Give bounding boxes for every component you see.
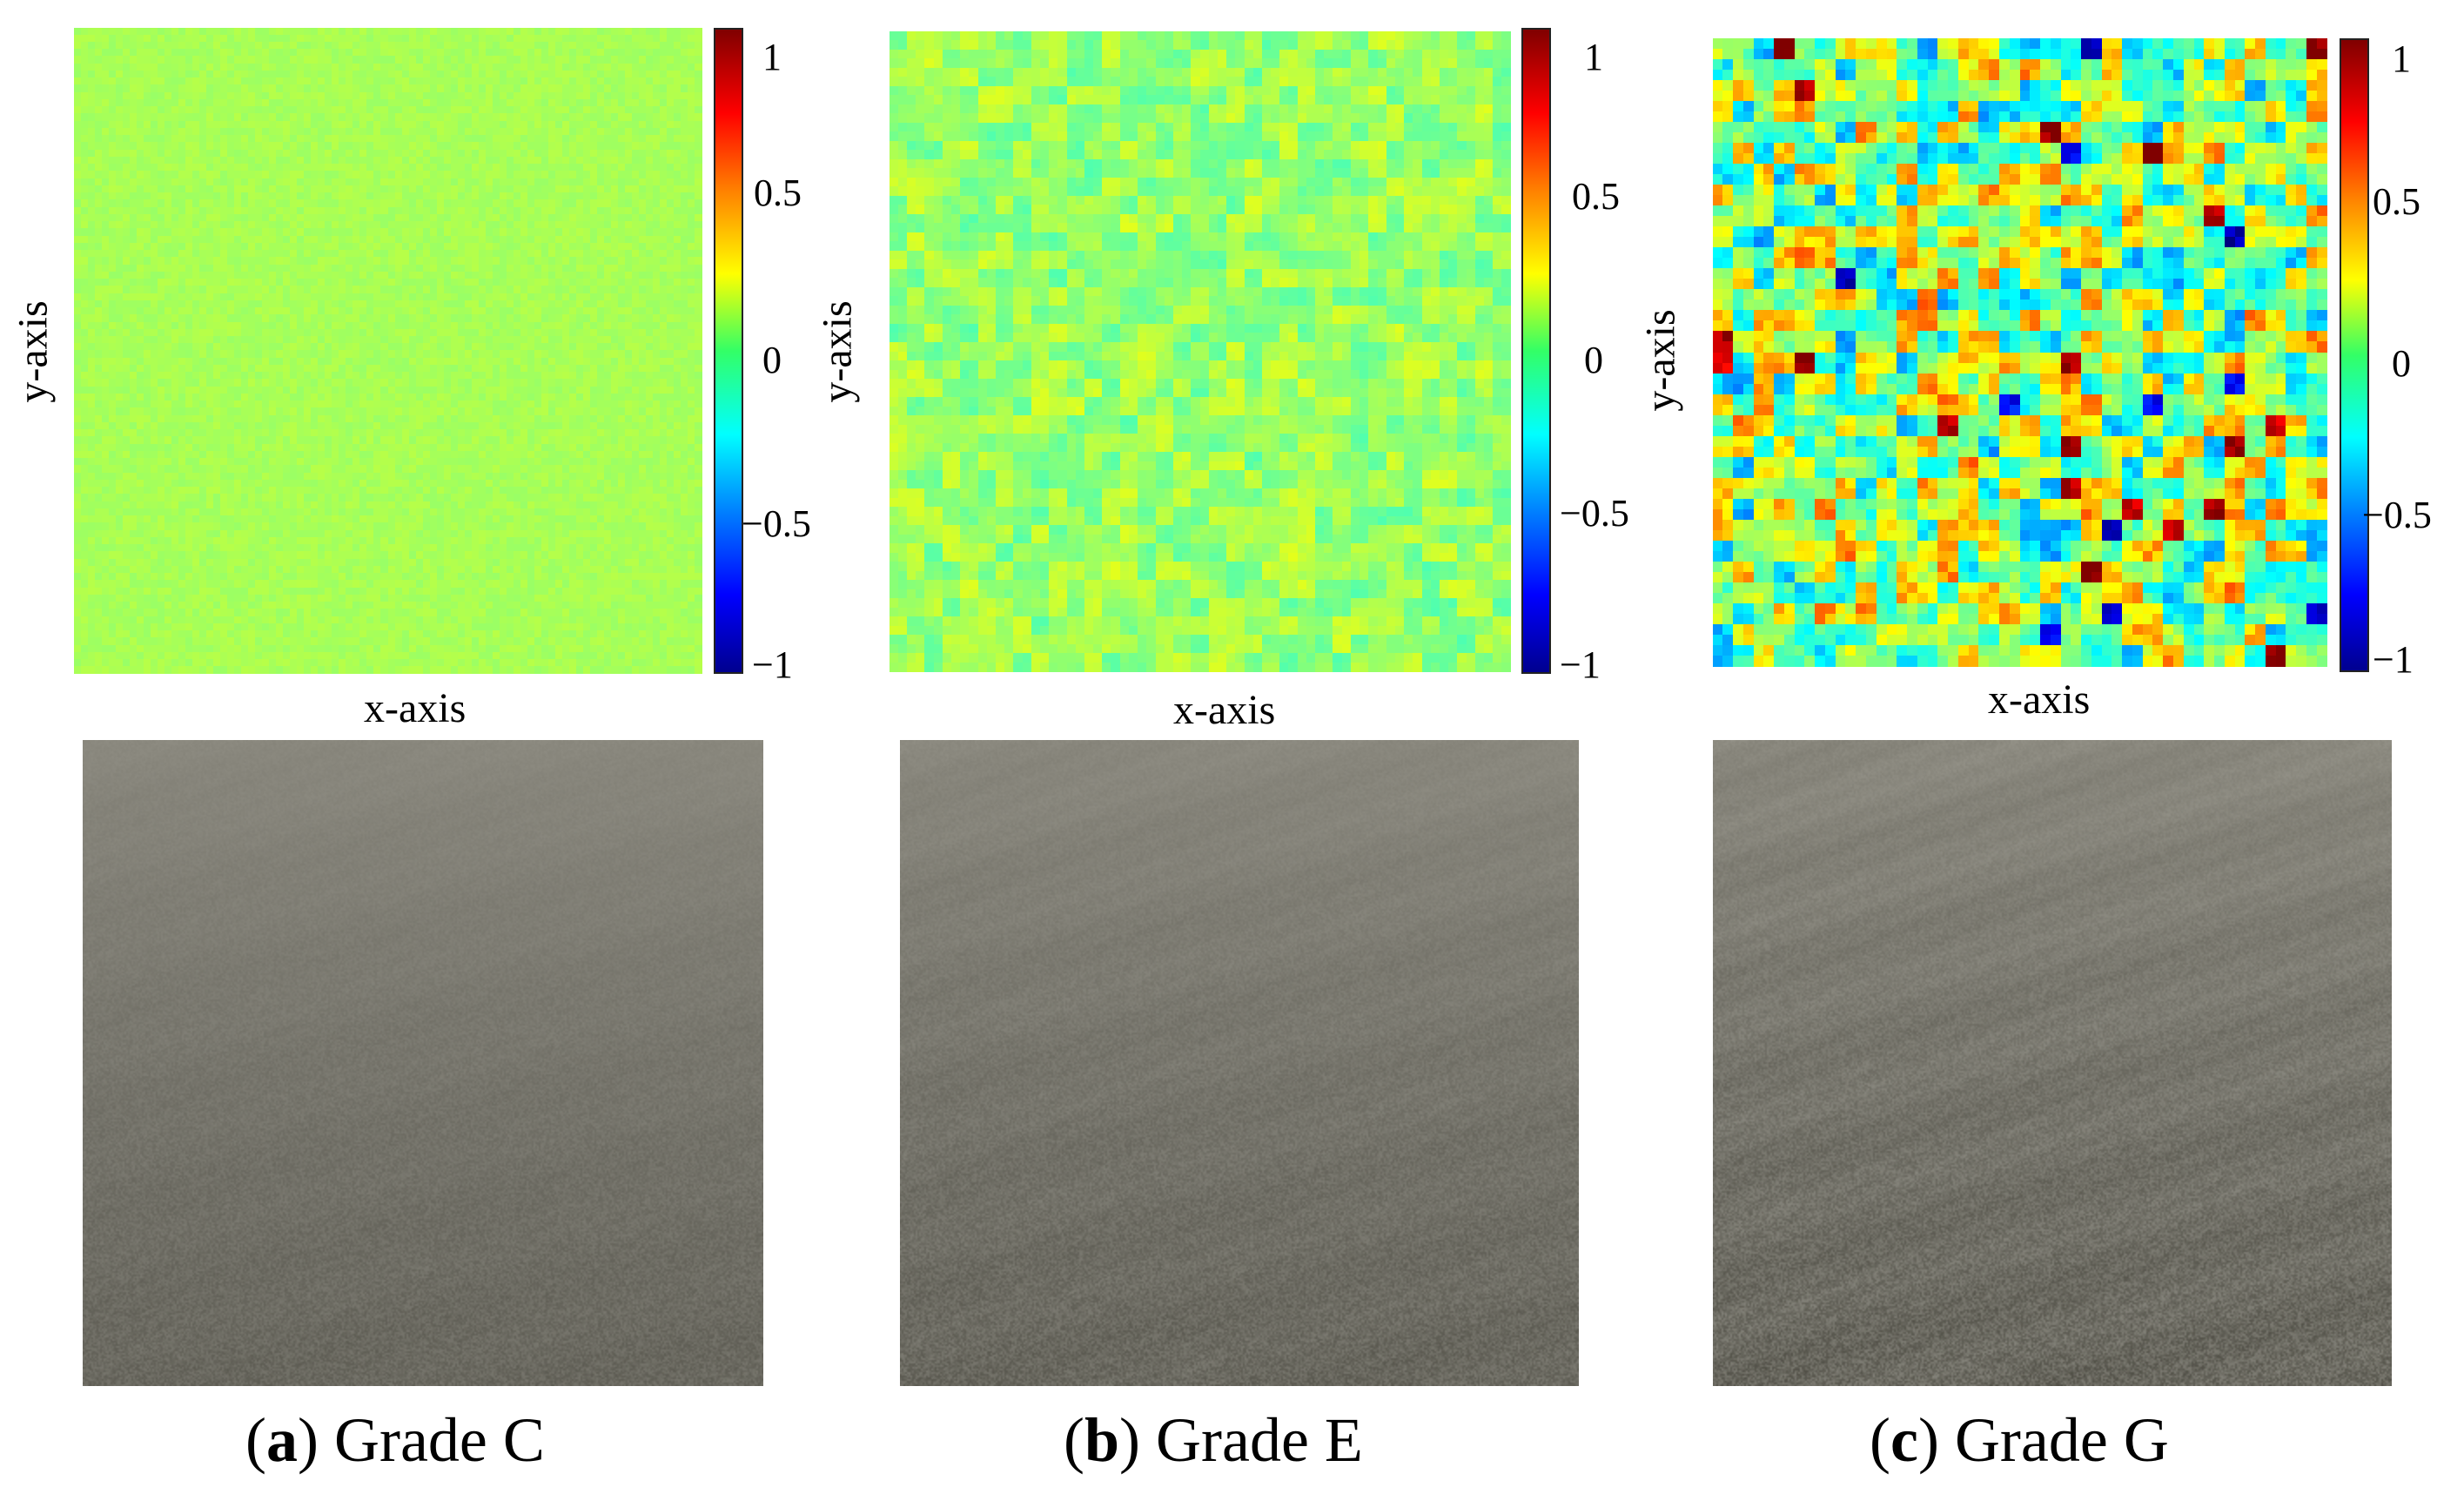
y-axis-label-b: y-axis (814, 300, 861, 403)
y-axis-label-c: y-axis (1637, 309, 1684, 412)
x-axis-label-a: x-axis (364, 685, 467, 731)
road-photo-b-canvas (900, 740, 1579, 1386)
road-photo-c-canvas (1713, 740, 2392, 1386)
caption-a-text: Grade C (333, 1405, 545, 1475)
heatmap-b-canvas (890, 31, 1511, 672)
caption-c-text: Grade G (1954, 1405, 2169, 1475)
x-axis-label-b: x-axis (1173, 687, 1276, 733)
colorbar-b-tick-0: 0 (1584, 339, 1603, 381)
road-photo-a-canvas (83, 740, 763, 1386)
x-axis-label-c: x-axis (1988, 676, 2091, 723)
colorbar-a-tick-0.5: 0.5 (754, 172, 802, 214)
colorbar-b (1521, 28, 1551, 674)
caption-b-text: Grade E (1156, 1405, 1363, 1475)
caption-b: (b) Grade E (1064, 1405, 1363, 1475)
colorbar-b-tick-neg1: −1 (1560, 643, 1601, 686)
panel-b: 1 0.5 0 −0.5 −1 x-axis y-axis (b) Grade … (814, 0, 1636, 1494)
caption-c: (c) Grade G (1870, 1405, 2169, 1475)
colorbar-b-tick-0.5: 0.5 (1572, 175, 1620, 218)
road-photo-c (1713, 740, 2392, 1386)
y-axis-label-a: y-axis (10, 300, 57, 403)
colorbar-a-tick-1: 1 (762, 36, 782, 78)
colorbar-c-tick-neg1: −1 (2373, 638, 2414, 681)
colorbar-a (714, 28, 743, 674)
heatmap-b (890, 31, 1511, 672)
heatmap-a (74, 28, 702, 674)
caption-a: (a) Grade C (245, 1405, 545, 1475)
panel-c: 1 0.5 0 −0.5 −1 x-axis y-axis (c) Grade … (1636, 0, 2464, 1494)
colorbar-c-tick-neg0.5: −0.5 (2362, 494, 2432, 536)
caption-b-letter: b (1084, 1405, 1120, 1475)
colorbar-b-tick-1: 1 (1584, 36, 1603, 78)
road-photo-b (900, 740, 1579, 1386)
caption-c-letter: c (1890, 1405, 1918, 1475)
colorbar-b-tick-neg0.5: −0.5 (1560, 492, 1629, 535)
colorbar-a-tick-neg0.5: −0.5 (742, 502, 811, 545)
colorbar-a-tick-neg1: −1 (752, 643, 793, 686)
heatmap-c (1713, 38, 2327, 667)
colorbar-c-tick-0: 0 (2392, 342, 2411, 385)
heatmap-a-canvas (74, 28, 702, 674)
caption-a-letter: a (265, 1405, 298, 1475)
colorbar-a-tick-0: 0 (762, 339, 782, 381)
colorbar-c-tick-0.5: 0.5 (2373, 180, 2420, 223)
colorbar-c-tick-1: 1 (2392, 37, 2411, 80)
colorbar-c (2340, 38, 2369, 672)
heatmap-c-canvas (1713, 38, 2327, 667)
road-photo-a (83, 740, 763, 1386)
panel-a: 1 0.5 0 −0.5 −1 x-axis y-axis (a) Grade … (0, 0, 818, 1494)
